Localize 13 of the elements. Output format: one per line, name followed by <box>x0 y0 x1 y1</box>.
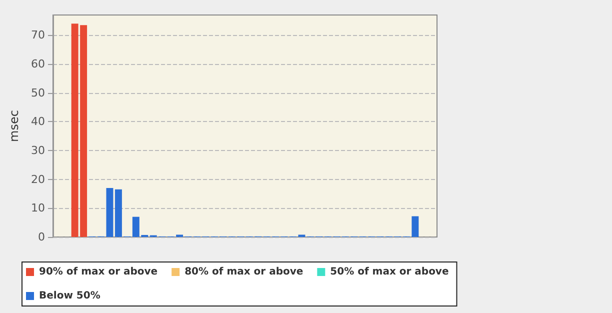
y-tick-label: 30 <box>31 144 45 158</box>
legend-label: Below 50% <box>39 290 100 302</box>
legend-label: 90% of max or above <box>39 266 158 278</box>
y-tick-label: 0 <box>38 230 45 244</box>
y-tick-label: 40 <box>31 115 45 128</box>
legend-label: 80% of max or above <box>184 266 304 278</box>
y-tick-label: 10 <box>31 202 45 215</box>
y-tick-label: 20 <box>31 172 45 186</box>
y-axis-title: msec <box>7 110 22 142</box>
legend-label: 50% of max or above <box>330 266 449 278</box>
y-tick-label: 70 <box>31 28 45 42</box>
y-tick-label: 50 <box>31 86 45 100</box>
y-tick-label: 60 <box>31 58 45 71</box>
